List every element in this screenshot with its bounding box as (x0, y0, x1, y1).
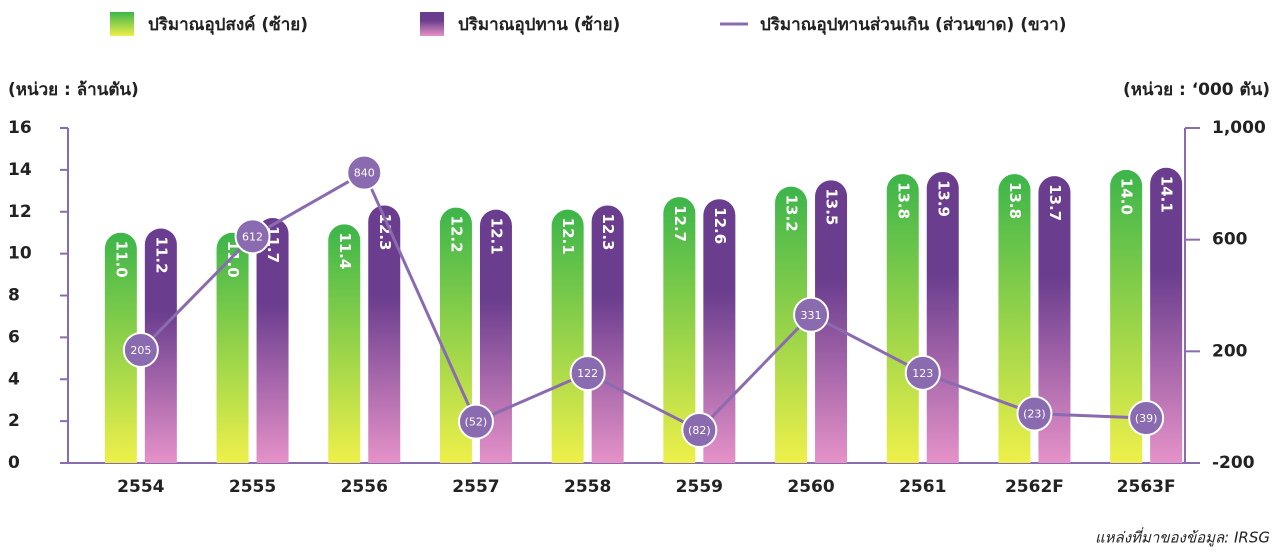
x-tick-label: 2561 (899, 477, 946, 497)
point-label: (39) (1135, 412, 1158, 425)
legend-label: ปริมาณอุปสงค์ (ซ้าย) (148, 14, 308, 35)
y-tick-label: 14 (8, 160, 32, 180)
x-tick-label: 2557 (452, 477, 499, 497)
x-tick-label: 2555 (229, 477, 276, 497)
point (234, 218, 271, 255)
bar (104, 232, 137, 463)
y-tick-label: 2 (8, 411, 20, 431)
value-label: 12.1 (559, 218, 577, 255)
y2-tick-label: 600 (1212, 230, 1248, 250)
bar (1110, 169, 1143, 463)
value-label: 11.4 (336, 232, 354, 269)
point-label: (82) (688, 424, 711, 437)
bar (479, 209, 512, 463)
bar (886, 174, 919, 463)
value-label: 11.0 (112, 241, 130, 278)
legend-item: ปริมาณอุปสงค์ (ซ้าย) (110, 12, 308, 36)
y-tick-label: 6 (8, 327, 20, 347)
y-tick-label: 4 (8, 369, 20, 389)
point (457, 403, 494, 440)
x-tick-label: 2554 (117, 477, 164, 497)
x-tick-label: 2562F (1005, 477, 1064, 497)
value-label: 13.9 (934, 180, 952, 217)
bar (591, 205, 624, 463)
x-tick-label: 2558 (564, 477, 611, 497)
value-label: 12.6 (711, 207, 729, 244)
point (1016, 395, 1053, 432)
point-label: 840 (354, 167, 375, 180)
x-tick-label: 2556 (341, 477, 388, 497)
y-tick-label: 12 (8, 202, 32, 222)
point (904, 354, 941, 391)
value-label: 12.2 (447, 216, 465, 253)
bar (144, 228, 177, 463)
bar (256, 218, 289, 463)
bar (328, 224, 361, 463)
value-label: 13.2 (783, 195, 801, 232)
point (569, 355, 606, 392)
point-label: 123 (912, 367, 933, 380)
value-label: 14.0 (1118, 178, 1136, 215)
legend-item: ปริมาณอุปทานส่วนเกิน (ส่วนขาด) (ขวา) (720, 15, 1066, 35)
y-tick-label: 10 (8, 244, 32, 264)
y-tick-label: 8 (8, 286, 20, 306)
bar (368, 205, 401, 463)
point-label: (52) (465, 416, 488, 429)
bar (703, 199, 736, 463)
bar (1038, 176, 1071, 463)
bar (815, 180, 848, 463)
point (346, 154, 383, 191)
value-label: 12.1 (487, 218, 505, 255)
point (122, 331, 159, 368)
value-label: 12.7 (671, 205, 689, 242)
legend-item: ปริมาณอุปทาน (ซ้าย) (420, 12, 620, 36)
legend-label: ปริมาณอุปทานส่วนเกิน (ส่วนขาด) (ขวา) (760, 15, 1066, 35)
x-tick-label: 2560 (787, 477, 834, 497)
y-tick-label: 16 (8, 118, 32, 138)
y2-tick-label: 1,000 (1212, 118, 1266, 138)
value-label: 12.3 (376, 213, 394, 250)
source: แหล่งที่มาของข้อมูล: IRSG (1095, 527, 1270, 547)
point-label: (23) (1023, 408, 1046, 421)
point-label: 205 (130, 344, 151, 357)
point-label: 331 (801, 309, 822, 322)
bar (998, 174, 1031, 463)
x-tick-label: 2559 (676, 477, 723, 497)
bar (216, 232, 249, 463)
y2-tick-label: -200 (1212, 453, 1255, 473)
point-label: 612 (242, 230, 263, 243)
legend-swatch (420, 12, 444, 36)
point (681, 412, 718, 449)
y-axis-label: (หน่วย : ล้านตัน) (8, 80, 139, 100)
line (139, 170, 1147, 432)
bar (663, 197, 696, 463)
value-label: 13.5 (823, 188, 841, 225)
point (793, 296, 830, 333)
point (1128, 400, 1165, 437)
value-label: 13.7 (1046, 184, 1064, 221)
x-tick-label: 2563F (1117, 477, 1176, 497)
y-tick-label: 0 (8, 453, 20, 473)
value-label: 12.3 (599, 213, 617, 250)
bar (439, 207, 472, 463)
value-label: 13.8 (1006, 182, 1024, 219)
value-label: 13.8 (894, 182, 912, 219)
y2-axis-label: (หน่วย : ‘000 ตัน) (1123, 80, 1270, 100)
bar (926, 171, 959, 463)
legend-swatch (110, 12, 134, 36)
value-label: 11.2 (152, 237, 170, 274)
value-label: 14.1 (1158, 176, 1176, 213)
legend-label: ปริมาณอุปทาน (ซ้าย) (458, 15, 620, 35)
bar (551, 209, 584, 463)
point-label: 122 (577, 367, 598, 380)
y2-tick-label: 200 (1212, 341, 1248, 361)
bar (1150, 167, 1183, 463)
bar (775, 186, 808, 463)
